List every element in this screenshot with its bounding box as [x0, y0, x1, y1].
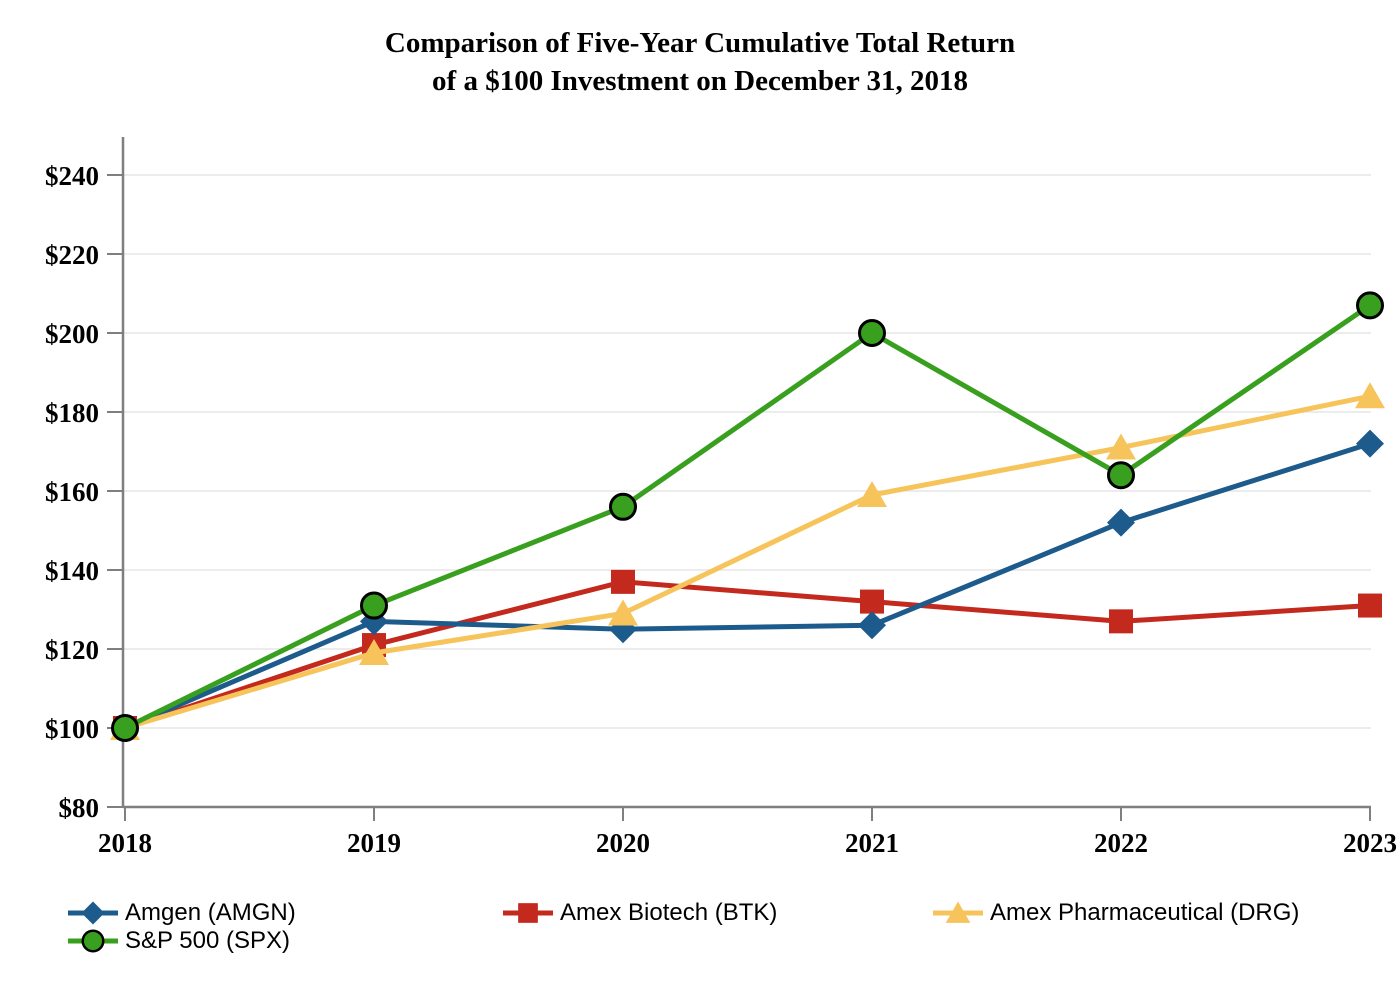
square-marker-icon — [1109, 609, 1133, 634]
y-axis-tick-label: $220 — [45, 240, 99, 270]
legend-label-sp500: S&P 500 (SPX) — [125, 927, 290, 954]
y-axis-tick-label: $200 — [45, 319, 99, 349]
series-line — [122, 393, 1373, 731]
diamond-marker-icon — [858, 611, 886, 640]
x-axis-tick-label: 2021 — [845, 828, 899, 858]
chart-title-line-1: Comparison of Five-Year Cumulative Total… — [384, 27, 1016, 59]
y-axis-tick-label: $140 — [45, 556, 99, 586]
legend-label-amgen: Amgen (AMGN) — [125, 899, 296, 926]
legend-label-amex-biotech: Amex Biotech (BTK) — [560, 899, 778, 926]
triangle-marker-icon — [1106, 433, 1136, 460]
square-marker-icon — [518, 903, 538, 923]
circle-marker-icon — [1107, 461, 1135, 490]
triangle-marker-icon — [933, 901, 983, 923]
series-line — [122, 302, 1373, 731]
diamond-marker-icon — [1107, 508, 1135, 537]
series-1 — [113, 569, 1382, 740]
legend-item-sp500: S&P 500 (SPX) — [68, 926, 290, 956]
chart-title-line-2: of a $100 Investment on December 31, 201… — [432, 65, 968, 97]
y-axis-tick-label: $240 — [45, 161, 99, 191]
triangle-marker-icon — [1355, 382, 1385, 409]
circle-marker-icon — [1356, 291, 1384, 320]
square-marker-icon — [1358, 593, 1382, 618]
series-2 — [110, 382, 1385, 740]
legend-item-amex-biotech: Amex Biotech (BTK) — [503, 898, 777, 928]
circle-marker-icon — [609, 492, 637, 521]
triangle-marker-icon — [359, 638, 389, 665]
square-marker-icon — [860, 589, 884, 614]
legend-label-amex-pharmaceutical: Amex Pharmaceutical (DRG) — [990, 899, 1300, 926]
y-axis-tick-label: $80 — [59, 793, 100, 823]
triangle-marker-icon — [608, 599, 638, 626]
circle-marker-icon — [68, 929, 118, 953]
square-marker-icon — [611, 569, 635, 594]
y-axis-tick-label: $160 — [45, 477, 99, 507]
diamond-marker-icon — [1356, 429, 1384, 458]
diamond-marker-icon — [81, 901, 105, 925]
square-marker-icon — [503, 903, 553, 923]
chart-title: Comparison of Five-Year Cumulative Total… — [0, 24, 1400, 100]
diamond-marker-icon — [68, 901, 118, 925]
series-3 — [111, 291, 1384, 742]
circle-marker-icon — [111, 714, 139, 742]
legend-item-amgen: Amgen (AMGN) — [68, 898, 296, 928]
circle-marker-icon — [81, 929, 105, 953]
series-line — [122, 441, 1373, 731]
circle-marker-icon — [858, 319, 886, 347]
triangle-marker-icon — [945, 901, 971, 923]
x-axis-tick-label: 2018 — [98, 828, 152, 858]
series-line — [122, 579, 1373, 731]
circle-marker-icon — [360, 591, 388, 620]
legend-item-amex-pharmaceutical: Amex Pharmaceutical (DRG) — [933, 898, 1299, 928]
x-axis-tick-label: 2019 — [347, 828, 401, 858]
x-axis-tick-label: 2022 — [1094, 828, 1148, 858]
x-axis-tick-label: 2023 — [1343, 828, 1397, 858]
y-axis-tick-label: $100 — [45, 714, 99, 744]
y-axis-tick-label: $180 — [45, 398, 99, 428]
series-0 — [111, 429, 1384, 742]
triangle-marker-icon — [857, 480, 887, 507]
y-axis-tick-label: $120 — [45, 635, 99, 665]
x-axis-tick-label: 2020 — [596, 828, 650, 858]
